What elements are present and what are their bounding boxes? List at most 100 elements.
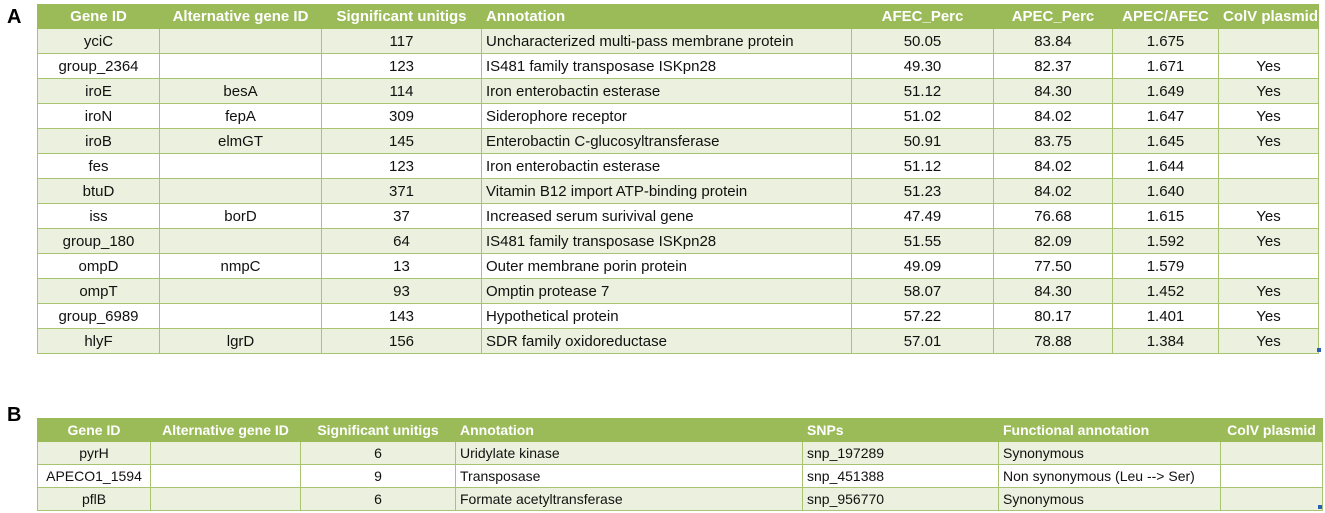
cell-annotation: IS481 family transposase ISKpn28 — [481, 228, 852, 254]
cell-annotation: Hypothetical protein — [481, 303, 852, 329]
cell-colv-plasmid: Yes — [1218, 103, 1319, 129]
cell-gene-id: iroN — [37, 103, 160, 129]
header-afec-perc: AFEC_Perc — [851, 4, 994, 29]
panel-label-a: A — [7, 6, 22, 28]
table-a-resize-handle — [1317, 348, 1321, 352]
cell-colv-plasmid — [1218, 178, 1319, 204]
cell-colv-plasmid: Yes — [1218, 78, 1319, 104]
table-b-resize-handle — [1318, 505, 1322, 509]
cell-afec-perc: 51.55 — [851, 228, 994, 254]
cell-afec-perc: 57.01 — [851, 328, 994, 354]
cell-alternative-gene-id: elmGT — [159, 128, 322, 154]
cell-gene-id: group_6989 — [37, 303, 160, 329]
table-b: Gene ID Alternative gene ID Significant … — [37, 418, 1323, 511]
cell-significant-unitigs: 123 — [321, 153, 482, 179]
cell-colv-plasmid: Yes — [1218, 328, 1319, 354]
cell-annotation: Vitamin B12 import ATP-binding protein — [481, 178, 852, 204]
table-row: ompD nmpC 13 Outer membrane porin protein 49… — [37, 253, 1319, 279]
cell-gene-id: hlyF — [37, 328, 160, 354]
cell-colv-plasmid: Yes — [1218, 128, 1319, 154]
cell-annotation: Increased serum surivival gene — [481, 203, 852, 229]
cell-apec-afec: 1.649 — [1112, 78, 1219, 104]
header-colv-plasmid: ColV plasmid — [1220, 418, 1323, 442]
cell-annotation: Uncharacterized multi-pass membrane prot… — [481, 28, 852, 54]
cell-gene-id: group_180 — [37, 228, 160, 254]
cell-annotation: Omptin protease 7 — [481, 278, 852, 304]
header-annotation: Annotation — [455, 418, 803, 442]
cell-colv-plasmid: Yes — [1218, 53, 1319, 79]
cell-gene-id: APECO1_1594 — [37, 464, 151, 488]
cell-apec-perc: 82.09 — [993, 228, 1113, 254]
cell-annotation: Enterobactin C-glucosyltransferase — [481, 128, 852, 154]
cell-gene-id: group_2364 — [37, 53, 160, 79]
cell-alternative-gene-id: lgrD — [159, 328, 322, 354]
header-apec-perc: APEC_Perc — [993, 4, 1113, 29]
cell-colv-plasmid — [1220, 487, 1323, 511]
cell-afec-perc: 51.02 — [851, 103, 994, 129]
cell-annotation: SDR family oxidoreductase — [481, 328, 852, 354]
cell-colv-plasmid — [1218, 153, 1319, 179]
cell-apec-perc: 83.75 — [993, 128, 1113, 154]
cell-significant-unitigs: 371 — [321, 178, 482, 204]
table-row: ompT 93 Omptin protease 7 58.07 84.30 1.452 Ye… — [37, 278, 1319, 304]
table-row: group_180 64 IS481 family transposase ISKp… — [37, 228, 1319, 254]
cell-apec-afec: 1.645 — [1112, 128, 1219, 154]
header-functional-annotation: Functional annotation — [998, 418, 1221, 442]
cell-annotation: IS481 family transposase ISKpn28 — [481, 53, 852, 79]
cell-annotation: Iron enterobactin esterase — [481, 78, 852, 104]
table-a-header-row: Gene ID Alternative gene ID Significant … — [37, 4, 1319, 29]
cell-gene-id: ompD — [37, 253, 160, 279]
cell-alternative-gene-id — [159, 28, 322, 54]
cell-gene-id: pyrH — [37, 441, 151, 465]
cell-gene-id: pflB — [37, 487, 151, 511]
cell-colv-plasmid — [1220, 464, 1323, 488]
cell-significant-unitigs: 9 — [300, 464, 456, 488]
cell-apec-afec: 1.384 — [1112, 328, 1219, 354]
cell-annotation: Transposase — [455, 464, 803, 488]
cell-gene-id: ompT — [37, 278, 160, 304]
cell-afec-perc: 50.91 — [851, 128, 994, 154]
table-row: APECO1_1594 9 Transposase snp_451388 Non syn… — [37, 464, 1323, 488]
header-gene-id: Gene ID — [37, 418, 151, 442]
cell-colv-plasmid — [1220, 441, 1323, 465]
cell-apec-perc: 77.50 — [993, 253, 1113, 279]
cell-afec-perc: 51.12 — [851, 78, 994, 104]
table-b-header-row: Gene ID Alternative gene ID Significant … — [37, 418, 1323, 442]
cell-significant-unitigs: 123 — [321, 53, 482, 79]
header-significant-unitigs: Significant unitigs — [300, 418, 456, 442]
cell-apec-perc: 78.88 — [993, 328, 1113, 354]
cell-gene-id: yciC — [37, 28, 160, 54]
cell-significant-unitigs: 117 — [321, 28, 482, 54]
cell-significant-unitigs: 64 — [321, 228, 482, 254]
cell-apec-perc: 84.30 — [993, 278, 1113, 304]
cell-apec-afec: 1.401 — [1112, 303, 1219, 329]
cell-significant-unitigs: 145 — [321, 128, 482, 154]
cell-gene-id: iroB — [37, 128, 160, 154]
cell-annotation: Iron enterobactin esterase — [481, 153, 852, 179]
cell-significant-unitigs: 6 — [300, 487, 456, 511]
cell-apec-afec: 1.675 — [1112, 28, 1219, 54]
cell-apec-afec: 1.640 — [1112, 178, 1219, 204]
cell-significant-unitigs: 37 — [321, 203, 482, 229]
panel-label-b: B — [7, 404, 22, 426]
cell-apec-afec: 1.671 — [1112, 53, 1219, 79]
cell-alternative-gene-id — [150, 487, 301, 511]
cell-apec-afec: 1.615 — [1112, 203, 1219, 229]
cell-alternative-gene-id — [159, 153, 322, 179]
cell-gene-id: iroE — [37, 78, 160, 104]
cell-colv-plasmid — [1218, 28, 1319, 54]
table-row: btuD 371 Vitamin B12 import ATP-binding pr… — [37, 178, 1319, 204]
cell-colv-plasmid: Yes — [1218, 203, 1319, 229]
cell-apec-perc: 80.17 — [993, 303, 1113, 329]
cell-apec-afec: 1.579 — [1112, 253, 1219, 279]
cell-alternative-gene-id — [159, 303, 322, 329]
cell-alternative-gene-id — [159, 178, 322, 204]
header-significant-unitigs: Significant unitigs — [321, 4, 482, 29]
cell-annotation: Formate acetyltransferase — [455, 487, 803, 511]
cell-apec-perc: 83.84 — [993, 28, 1113, 54]
cell-apec-perc: 82.37 — [993, 53, 1113, 79]
cell-significant-unitigs: 93 — [321, 278, 482, 304]
cell-snps: snp_956770 — [802, 487, 999, 511]
cell-apec-perc: 84.02 — [993, 153, 1113, 179]
cell-apec-afec: 1.452 — [1112, 278, 1219, 304]
